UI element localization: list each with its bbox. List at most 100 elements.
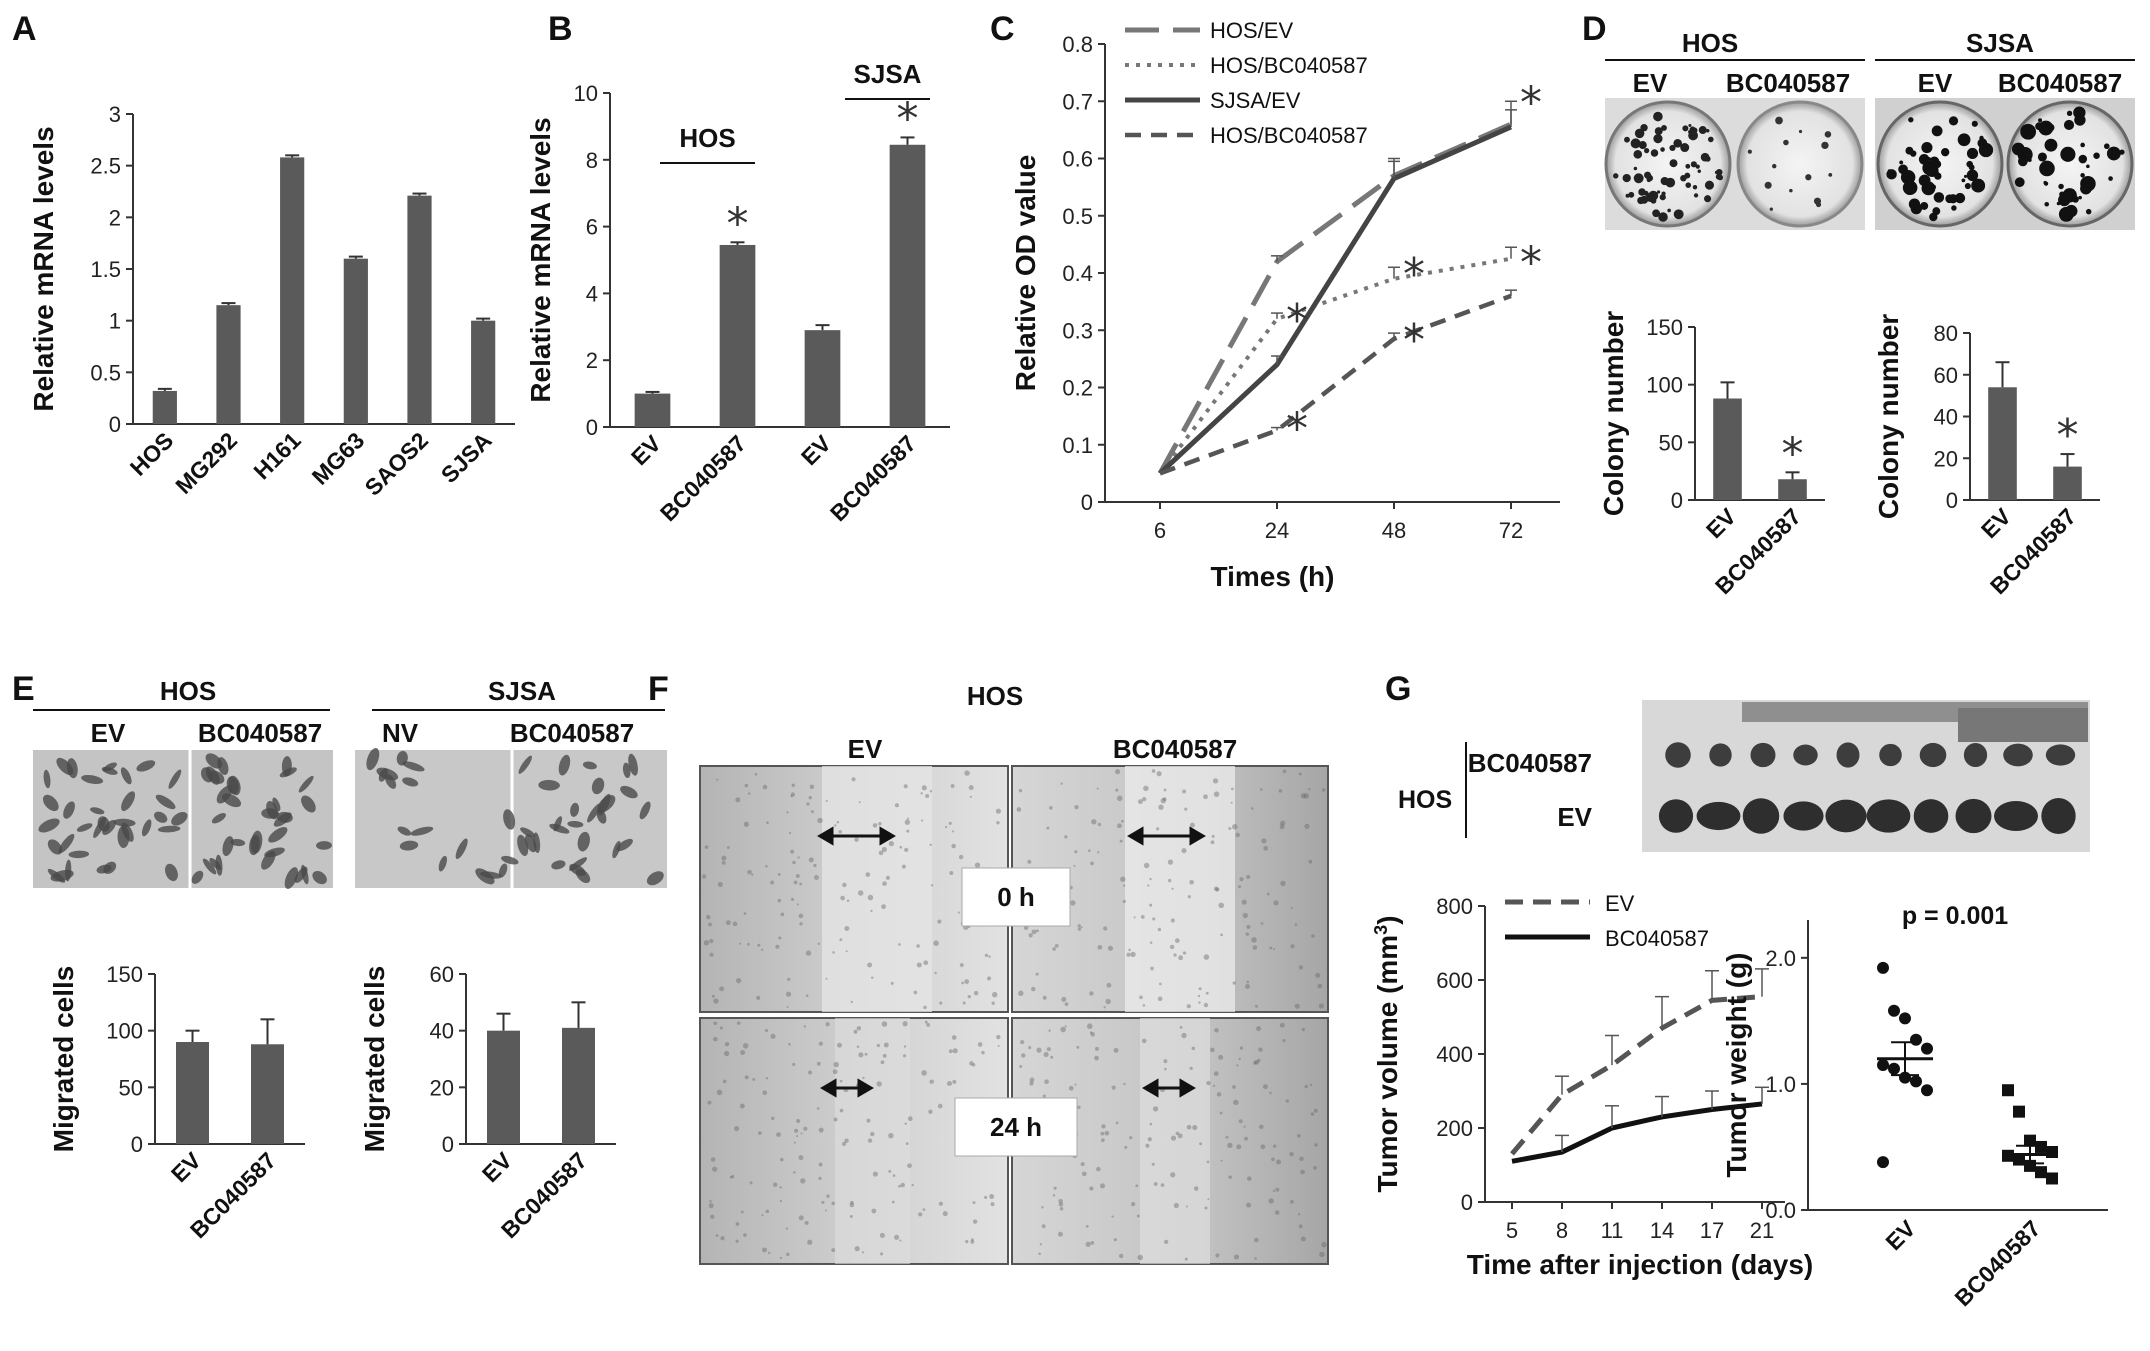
C-legend-3: HOS/BC040587	[1210, 123, 1368, 148]
B-ytick-3: 6	[586, 215, 598, 240]
dish-hos-ev	[1604, 100, 1732, 228]
E2-ylabel: Migrated cells	[359, 966, 390, 1153]
D1-bar-0	[1713, 398, 1742, 500]
G2-point-1-0	[2002, 1084, 2014, 1097]
B-ylabel: Relative mRNA levels	[525, 117, 556, 402]
f-time-0h: 0 h	[997, 882, 1035, 912]
G1-xtick-5: 21	[1750, 1218, 1774, 1243]
B-bar-3	[889, 144, 926, 427]
G2-ylabel: Tumor weight (g)	[1721, 953, 1752, 1178]
A-ytick-4: 2	[109, 205, 121, 230]
B-xtick-0: EV	[626, 430, 667, 471]
g-row-ev: EV	[1557, 802, 1592, 832]
E2-ytick-1: 20	[430, 1075, 454, 1100]
panel-d-header: HOS SJSA EV BC040587 EV BC040587	[1605, 28, 2135, 98]
E1-bar-0	[176, 1042, 209, 1144]
D2-bar-0	[1988, 387, 2017, 500]
C-sig-3: *	[1403, 315, 1425, 366]
C-sig-4: *	[1520, 77, 1542, 128]
E1-ytick-2: 100	[106, 1019, 143, 1044]
C-ytick-0: 0	[1081, 490, 1093, 515]
B-bar-0	[634, 393, 671, 427]
G1-xtick-3: 14	[1650, 1218, 1674, 1243]
A-ytick-2: 1	[109, 309, 121, 334]
A-bar-1	[216, 305, 241, 424]
d-sub-hos-ev: EV	[1633, 68, 1668, 98]
C-series-1	[1158, 256, 1512, 475]
C-sig-2: *	[1403, 249, 1425, 300]
g-cell-line: HOS	[1398, 786, 1452, 814]
G2-point-0-8	[1910, 1075, 1922, 1088]
B-ytick-0: 0	[586, 415, 598, 440]
G2-point-0-9	[1921, 1084, 1933, 1097]
C-ylabel: Relative OD value	[1010, 155, 1041, 392]
wound-width-arrows	[817, 826, 1206, 1098]
B-sig-1: *	[727, 198, 749, 249]
panel-label-a: A	[12, 10, 37, 48]
G1-ytick-0: 0	[1461, 1190, 1473, 1215]
D2-ytick-0: 0	[1946, 488, 1958, 513]
G2-xtick-0: EV	[1880, 1215, 1921, 1256]
B-group-label-0: HOS	[679, 123, 735, 153]
C-xtick-3: 72	[1499, 518, 1523, 543]
E2-bar-0	[487, 1030, 520, 1144]
C-series-2	[1158, 124, 1513, 476]
C-ytick-1: 0.1	[1062, 433, 1093, 458]
G1-ytick-2: 400	[1436, 1042, 1473, 1067]
G2-ytick-0: 0.0	[1765, 1198, 1796, 1223]
D1-sig-1: *	[1782, 428, 1804, 479]
d-group-hos: HOS	[1682, 28, 1738, 58]
D2-bar-1	[2053, 466, 2082, 500]
e-sub-hos-ev: EV	[91, 718, 126, 748]
A-xtick-1: MG292	[170, 427, 242, 499]
B-bar-1	[719, 244, 756, 427]
C-xtick-0: 6	[1154, 518, 1166, 543]
B-sig-3: *	[897, 93, 919, 144]
A-xtick-5: SJSA	[436, 427, 497, 488]
G1-xtick-4: 17	[1700, 1218, 1724, 1243]
B-ytick-2: 4	[586, 281, 598, 306]
C-legend-0: HOS/EV	[1210, 18, 1293, 43]
G2-point-1-2	[2024, 1134, 2036, 1147]
C-series-0	[1157, 121, 1513, 475]
D1-bar-1	[1778, 479, 1807, 500]
D2-ylabel: Colony number	[1873, 314, 1904, 519]
A-bar-3	[343, 258, 368, 424]
d-group-sjsa: SJSA	[1966, 28, 2034, 58]
A-xtick-0: HOS	[125, 427, 179, 481]
e-sub-sjsa-bc: BC040587	[510, 718, 634, 748]
D1-ylabel: Colony number	[1598, 311, 1629, 516]
G2-annotation: p = 0.001	[1902, 902, 2008, 930]
A-bar-2	[280, 157, 305, 424]
G2-point-1-4	[2046, 1146, 2058, 1158]
D1-ytick-0: 0	[1671, 488, 1683, 513]
dish-hos-bc040587	[1736, 100, 1864, 228]
G2-xtick-1: BC040587	[1949, 1215, 2045, 1311]
C-sig-1: *	[1286, 404, 1308, 455]
panel-g-photo: HOS BC040587 EV	[1398, 700, 2090, 852]
G2-point-1-1	[2013, 1105, 2025, 1118]
C-legend-2: SJSA/EV	[1210, 88, 1301, 113]
G2-point-0-10	[1877, 1156, 1889, 1169]
G1-series-0	[1510, 994, 1763, 1156]
A-bar-4	[407, 195, 432, 424]
D2-ytick-4: 80	[1934, 321, 1958, 346]
B-ytick-1: 2	[586, 348, 598, 373]
A-ylabel: Relative mRNA levels	[28, 126, 59, 411]
G2-point-0-2	[1899, 1012, 1911, 1025]
B-ytick-5: 10	[574, 81, 598, 106]
panel-label-f: F	[648, 670, 669, 708]
A-ytick-5: 2.5	[90, 154, 121, 179]
G1-xtick-0: 5	[1506, 1218, 1518, 1243]
E2-xtick-0: EV	[477, 1147, 518, 1188]
A-xtick-3: MG63	[307, 427, 370, 490]
E2-ytick-2: 40	[430, 1019, 454, 1044]
G2-point-0-0	[1877, 961, 1889, 974]
C-xlabel: Times (h)	[1211, 561, 1335, 592]
panel-label-d: D	[1582, 10, 1607, 48]
D1-xtick-0: EV	[1701, 503, 1742, 544]
C-xtick-1: 24	[1265, 518, 1289, 543]
C-ytick-8: 0.8	[1062, 32, 1093, 57]
